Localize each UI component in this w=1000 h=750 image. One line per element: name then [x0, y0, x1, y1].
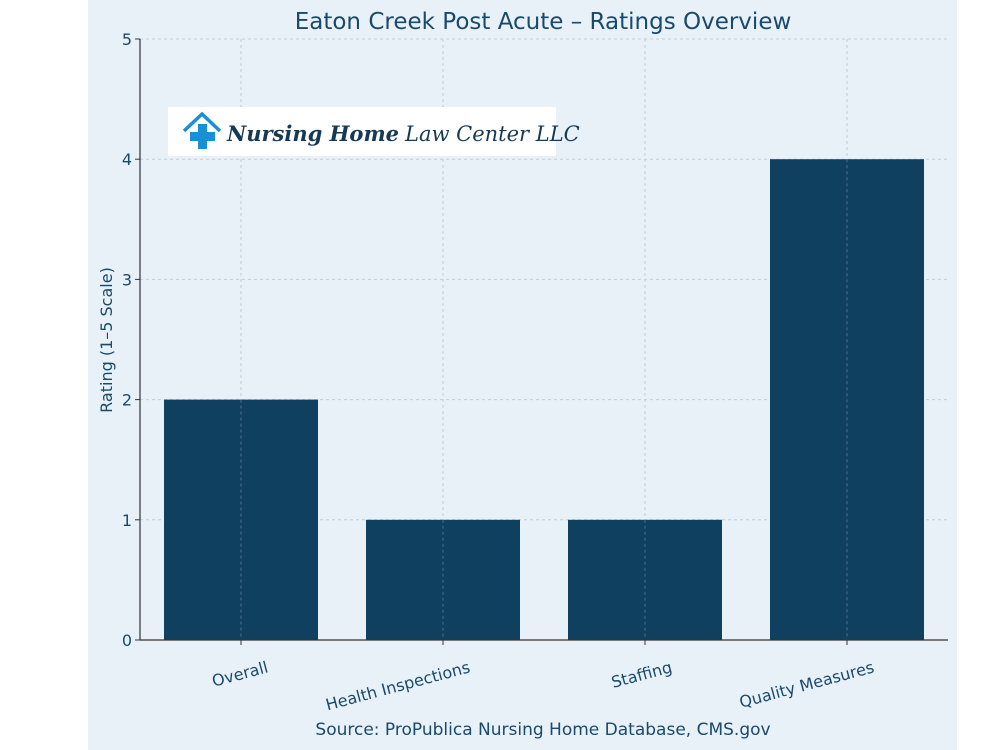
logo-bold-text: Nursing Home — [226, 121, 399, 146]
logo: Nursing Home Law Center LLC — [168, 107, 580, 156]
house-cross-icon — [182, 111, 222, 149]
x-tick-label: Overall — [210, 658, 270, 691]
y-tick-label: 2 — [122, 391, 132, 410]
y-tick-label: 3 — [122, 270, 132, 289]
y-tick-label: 5 — [122, 30, 132, 49]
x-tick-label: Quality Measures — [737, 658, 876, 712]
x-tick-label: Health Inspections — [324, 658, 472, 715]
chart-title: Eaton Creek Post Acute – Ratings Overvie… — [295, 9, 792, 35]
source-caption: Source: ProPublica Nursing Home Database… — [315, 720, 770, 740]
x-tick-label: Staffing — [609, 658, 674, 692]
y-tick-label: 0 — [122, 631, 132, 650]
y-axis-label: Rating (1–5 Scale) — [97, 267, 116, 413]
logo-regular-text: Law Center LLC — [404, 122, 580, 146]
y-tick-label: 4 — [122, 150, 132, 169]
y-tick-label: 1 — [122, 511, 132, 530]
